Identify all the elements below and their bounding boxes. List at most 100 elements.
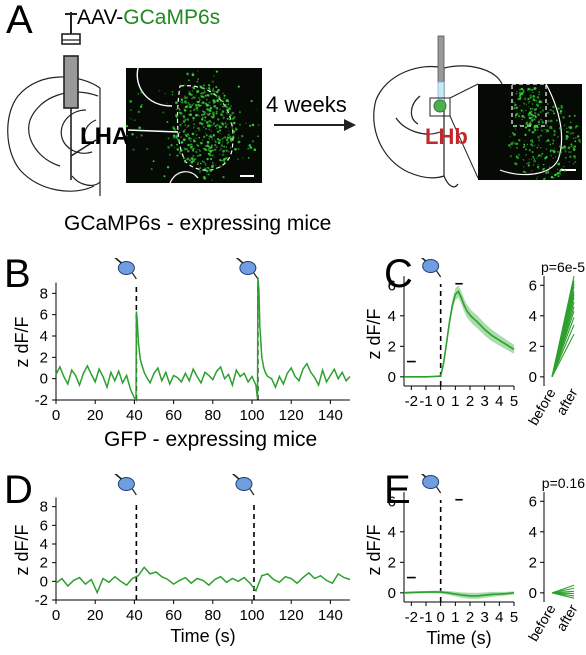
x-tick-label: 100 xyxy=(239,607,264,624)
x-tick-label: 5 xyxy=(510,393,518,410)
lha-label: LHA xyxy=(80,123,129,150)
y-tick-label: 4 xyxy=(40,536,48,553)
y-tick-label: 4 xyxy=(388,308,396,325)
y-tick-label: 0 xyxy=(40,371,48,388)
series-line xyxy=(55,277,351,403)
y-tick-label: 0 xyxy=(529,369,537,386)
pair-line xyxy=(551,592,575,599)
x-tick-label: 4 xyxy=(495,609,503,626)
lhb-micrograph xyxy=(478,83,582,181)
x-tick-label: 0 xyxy=(436,609,444,626)
y-tick-label: 8 xyxy=(40,285,48,302)
y-tick-label: 0 xyxy=(40,573,48,590)
virus-name: GCaMP6s xyxy=(123,6,220,29)
x-tick-label: -2 xyxy=(405,393,418,410)
x-tick-label: 60 xyxy=(165,607,182,624)
panel-letter-d: D xyxy=(4,468,33,512)
x-tick-label: 2 xyxy=(466,393,474,410)
y-tick-label: 6 xyxy=(529,493,537,510)
virus-label: AAV-GCaMP6s xyxy=(77,6,220,29)
y-tick-label: 2 xyxy=(529,554,537,571)
x-tick-label: 3 xyxy=(480,609,488,626)
y-tick-label: 6 xyxy=(388,493,396,510)
x-tick-label: 3 xyxy=(480,393,488,410)
y-axis-label: z dF/F xyxy=(364,524,384,575)
series-line xyxy=(403,591,515,597)
puff-icon xyxy=(420,258,442,278)
x-tick-label: -1 xyxy=(419,609,432,626)
syringe-icon xyxy=(61,12,97,180)
puff-icon xyxy=(231,474,255,496)
y-tick-label: 2 xyxy=(40,349,48,366)
virus-prefix: AAV- xyxy=(77,6,123,29)
y-axis-label: z dF/F xyxy=(12,524,32,575)
y-tick-label: 2 xyxy=(529,338,537,355)
x-axis-label: Time (s) xyxy=(426,628,491,648)
x-tick-label: 1 xyxy=(451,393,459,410)
y-tick-label: 4 xyxy=(40,328,48,345)
x-tick-label: 0 xyxy=(52,407,60,424)
series-line xyxy=(404,290,515,378)
x-tick-label: 120 xyxy=(279,607,304,624)
x-tick-label: 4 xyxy=(495,393,503,410)
x-tick-label: 80 xyxy=(204,607,221,624)
y-tick-label: -2 xyxy=(35,592,48,609)
section-title-gfp: GFP - expressing mice xyxy=(104,428,318,451)
series-line xyxy=(55,566,351,595)
y-tick-label: 2 xyxy=(40,555,48,572)
y-tick-label: 6 xyxy=(40,307,48,324)
lha-micrograph xyxy=(125,67,262,184)
x-tick-label: 60 xyxy=(165,407,182,424)
y-tick-label: 0 xyxy=(529,585,537,602)
panel-letter-c: C xyxy=(384,252,413,296)
y-tick-label: 6 xyxy=(388,277,396,294)
puff-icon xyxy=(114,258,137,280)
panel-letter-b: B xyxy=(4,252,31,296)
p-value-label: p=0.16 xyxy=(542,475,585,491)
y-tick-label: 4 xyxy=(388,524,396,541)
panel-a-schematic: AAV-GCaMP6s LHA 4 weeks LHb xyxy=(7,6,582,196)
puff-icon xyxy=(420,474,442,494)
x-tick-label: 20 xyxy=(87,607,104,624)
optic-fiber-icon xyxy=(429,35,479,179)
y-tick-label: 2 xyxy=(388,338,396,355)
y-tick-label: 0 xyxy=(388,585,396,602)
x-tick-label: 80 xyxy=(204,407,221,424)
y-tick-label: 4 xyxy=(529,524,537,541)
section-title-gcamp: GCaMP6s - expressing mice xyxy=(64,212,332,235)
sem-band xyxy=(404,285,514,378)
x-tick-label: 20 xyxy=(87,407,104,424)
panel-letter-e: E xyxy=(384,468,411,512)
x-axis-label: Time (s) xyxy=(170,626,235,646)
y-tick-label: 0 xyxy=(388,369,396,386)
y-tick-label: 6 xyxy=(529,277,537,294)
x-tick-label: 2 xyxy=(466,609,474,626)
x-tick-label: 0 xyxy=(436,393,444,410)
panel-letter-a: A xyxy=(6,0,33,42)
puff-icon xyxy=(235,258,259,280)
y-tick-label: -2 xyxy=(35,392,48,409)
x-tick-label: 5 xyxy=(510,609,518,626)
arrow-icon xyxy=(274,119,356,131)
arrow-label: 4 weeks xyxy=(266,92,347,117)
x-tick-label: 140 xyxy=(318,607,343,624)
y-tick-label: 6 xyxy=(40,517,48,534)
x-tick-label: 120 xyxy=(279,407,304,424)
category-label-after: after xyxy=(553,385,581,418)
p-value-label: p=6e-5 xyxy=(541,259,585,275)
x-tick-label: -2 xyxy=(405,609,418,626)
x-tick-label: -1 xyxy=(419,393,432,410)
y-axis-label: z dF/F xyxy=(364,308,384,359)
y-tick-label: 4 xyxy=(529,308,537,325)
pair-line xyxy=(551,324,575,378)
puff-icon xyxy=(114,474,137,496)
x-tick-label: 0 xyxy=(52,607,60,624)
y-tick-label: 8 xyxy=(40,499,48,516)
x-tick-label: 1 xyxy=(451,609,459,626)
